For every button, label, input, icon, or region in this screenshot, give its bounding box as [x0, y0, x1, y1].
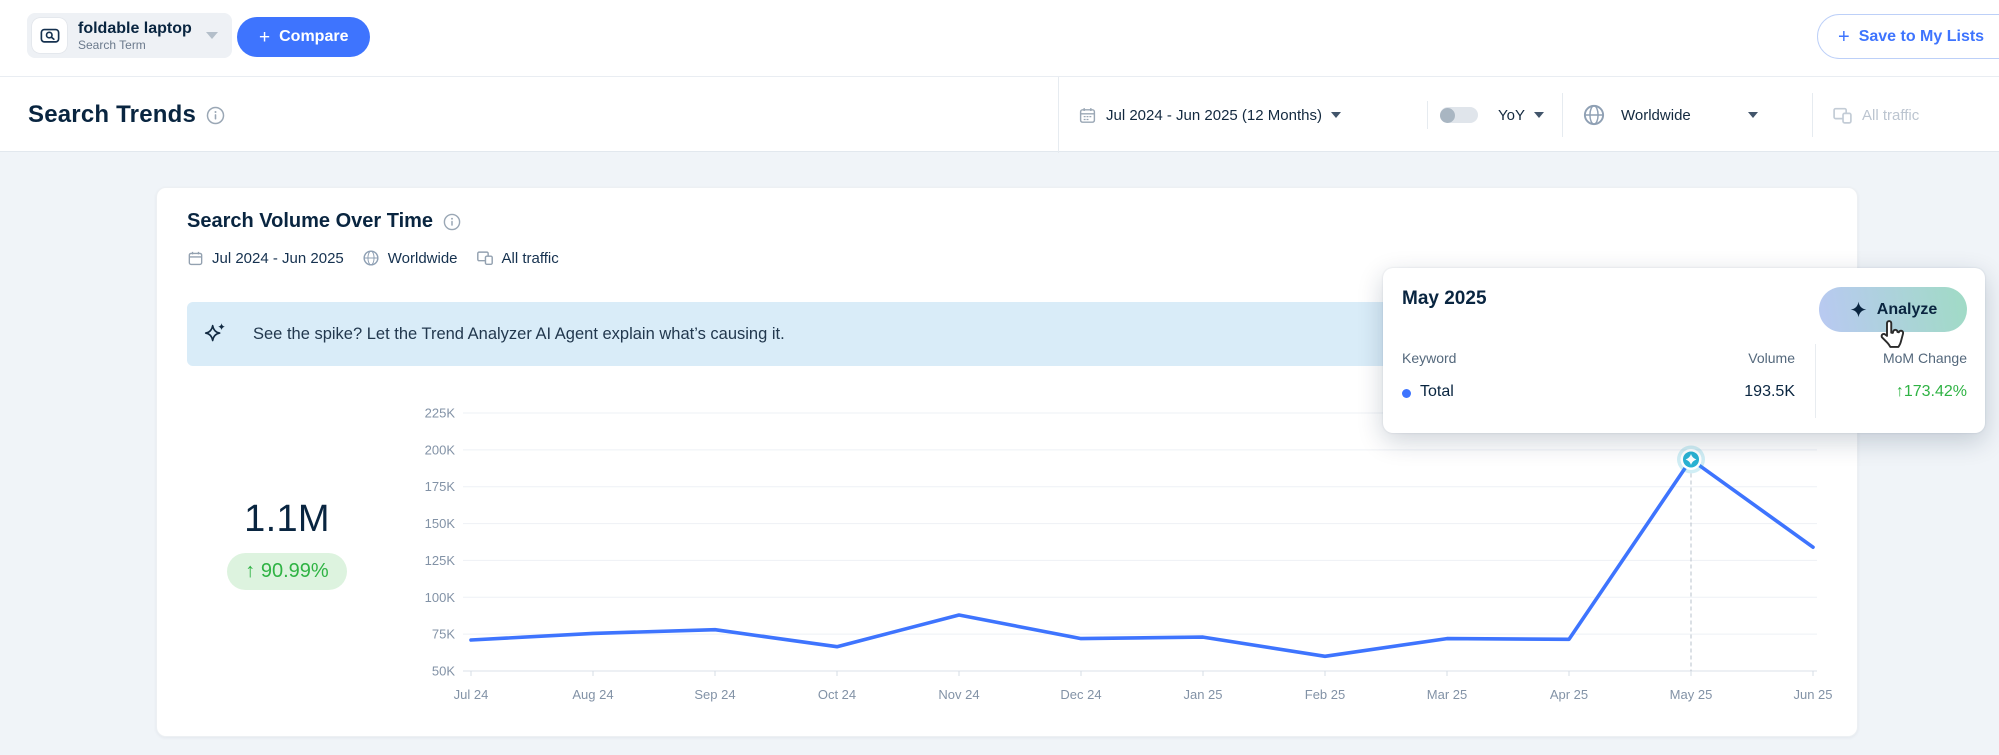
- tooltip-keyword-value: Total: [1420, 383, 1454, 400]
- toggle-knob: [1440, 107, 1455, 123]
- tooltip-volume-value: 193.5K: [1744, 383, 1795, 400]
- y-axis-tick-label: 150K: [425, 516, 456, 531]
- search-term-icon: [32, 18, 67, 53]
- date-range-label: Jul 2024 - Jun 2025 (12 Months): [1106, 106, 1322, 124]
- caret-down-icon: [1747, 112, 1758, 118]
- x-axis-tick-label: Jun 25: [1793, 687, 1832, 702]
- toolbar-divider: [1812, 93, 1813, 137]
- card-traffic: All traffic: [501, 249, 559, 267]
- yoy-dropdown[interactable]: YoY: [1498, 77, 1544, 153]
- x-axis-tick-label: Jul 24: [454, 687, 489, 702]
- x-axis-tick-label: Oct 24: [818, 687, 856, 702]
- yoy-label: YoY: [1498, 106, 1525, 124]
- devices-icon: [476, 249, 494, 267]
- search-volume-chart: 50K 75K 100K 125K 150K 175K 200K 225K Jul 24 Aug …: [425, 406, 1833, 703]
- y-axis-tick-label: 225K: [425, 406, 456, 421]
- tooltip-column-divider: [1815, 344, 1816, 418]
- compare-button[interactable]: + Compare: [237, 17, 371, 57]
- x-axis-tick-label: Nov 24: [938, 687, 979, 702]
- tooltip-col-keyword: Keyword: [1402, 350, 1457, 366]
- entity-type: Search Term: [78, 37, 146, 52]
- tooltip-title: May 2025: [1402, 288, 1487, 309]
- page-title-group: Search Trends: [28, 77, 225, 153]
- y-axis-tick-label: 50K: [432, 664, 455, 679]
- x-axis-tick-label: Jan 25: [1183, 687, 1222, 702]
- card-region: Worldwide: [387, 249, 458, 267]
- tooltip-mom-value: ↑173.42%: [1895, 383, 1967, 400]
- x-axis-tick-label: Mar 25: [1427, 687, 1467, 702]
- toolbar-divider: [1562, 93, 1563, 137]
- ai-banner-text: See the spike? Let the Trend Analyzer AI…: [253, 324, 785, 343]
- header-bar: foldable laptop Search Term + Compare + …: [0, 0, 1999, 76]
- info-icon[interactable]: [443, 213, 461, 231]
- chevron-down-icon: [205, 32, 218, 39]
- caret-down-icon: [1330, 112, 1341, 118]
- calendar-icon: [1078, 106, 1097, 125]
- info-icon[interactable]: [206, 106, 225, 125]
- analyze-button[interactable]: Analyze: [1819, 287, 1967, 332]
- save-to-my-lists-button[interactable]: + Save to My Lists: [1817, 14, 1999, 59]
- sparkle-icon: [201, 320, 229, 348]
- analyze-button-label: Analyze: [1876, 300, 1938, 318]
- card-title: Search Volume Over Time: [187, 210, 434, 232]
- card-date-range: Jul 2024 - Jun 2025: [212, 249, 344, 267]
- globe-icon: [1582, 103, 1606, 127]
- tooltip-col-volume: Volume: [1748, 350, 1795, 366]
- y-axis-tick-label: 100K: [425, 590, 456, 605]
- total-volume-value: 1.1M: [244, 498, 330, 540]
- toolbar-divider: [1058, 77, 1059, 153]
- entity-chip-dropdown[interactable]: foldable laptop Search Term: [27, 13, 232, 58]
- cursor-hand-icon: [1871, 318, 1909, 361]
- traffic-label: All traffic: [1862, 106, 1920, 124]
- region-dropdown[interactable]: Worldwide: [1582, 77, 1758, 153]
- x-axis-tick-label: Apr 25: [1550, 687, 1588, 702]
- region-label: Worldwide: [1621, 106, 1691, 124]
- x-axis-tick-label: Aug 24: [572, 687, 613, 702]
- tooltip-col-mom-change: MoM Change: [1882, 350, 1967, 366]
- y-axis-tick-label: 175K: [425, 479, 456, 494]
- yoy-toggle[interactable]: [1440, 107, 1478, 123]
- card-subtitle-row: Jul 2024 - Jun 2025 Worldwide All traffi…: [187, 249, 559, 267]
- entity-name: foldable laptop: [78, 19, 192, 37]
- date-range-dropdown[interactable]: Jul 2024 - Jun 2025 (12 Months): [1078, 77, 1341, 153]
- toolbar-divider: [1427, 101, 1428, 129]
- y-axis-tick-label: 75K: [432, 627, 455, 642]
- plus-icon: +: [1838, 25, 1850, 48]
- traffic-filter[interactable]: All traffic: [1832, 77, 1919, 153]
- globe-icon: [362, 249, 380, 267]
- caret-down-icon: [1533, 112, 1544, 118]
- trend-line: [469, 457, 1815, 659]
- x-axis-tick-label: Dec 24: [1060, 687, 1101, 702]
- plus-icon: +: [259, 26, 271, 48]
- sparkle-diamond-icon: [1849, 300, 1868, 319]
- y-axis-tick-label: 200K: [425, 442, 456, 457]
- y-axis-tick-label: 125K: [425, 553, 456, 568]
- total-volume-stat: 1.1M ↑ 90.99%: [197, 498, 377, 590]
- marker-sparkle-icon: [1685, 454, 1697, 465]
- x-axis-tick-label: Sep 24: [694, 687, 735, 702]
- series-dot: [1402, 389, 1411, 398]
- yoy-change-badge: ↑ 90.99%: [227, 553, 347, 590]
- x-axis-tick-label: May 25: [1670, 687, 1713, 702]
- toolbar-bar: Search Trends Jul 2024 - Jun 2025 (12 Mo…: [0, 76, 1999, 153]
- chart-tooltip: May 2025 Analyze Keyword Volume MoM Chan…: [1383, 268, 1985, 433]
- save-button-label: Save to My Lists: [1858, 27, 1985, 45]
- page-title: Search Trends: [28, 101, 197, 128]
- devices-icon: [1832, 105, 1853, 126]
- calendar-icon: [187, 250, 204, 267]
- x-axis-tick-label: Feb 25: [1305, 687, 1345, 702]
- card-title-row: Search Volume Over Time: [187, 210, 461, 233]
- compare-button-label: Compare: [279, 28, 349, 45]
